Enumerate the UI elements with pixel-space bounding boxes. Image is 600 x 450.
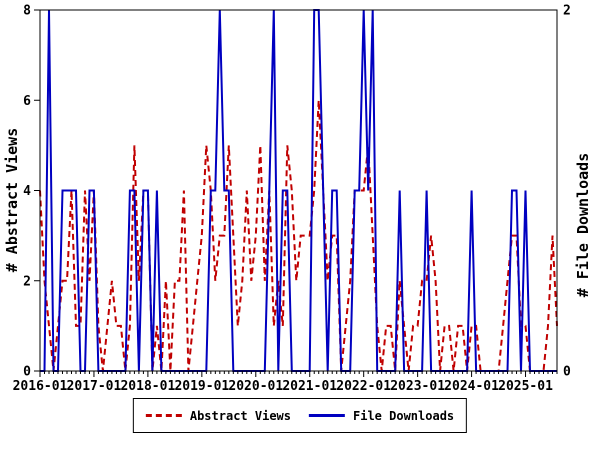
x-axis-tick-label: 2022-01 [336,379,391,394]
right-axis-tick-label: 2 [563,4,571,19]
series-line-abstract-views [39,100,558,372]
left-axis-tick-label: 6 [23,94,31,109]
x-axis-tick-label: 2023-01 [390,379,445,394]
left-axis-tick-label: 0 [23,365,31,380]
x-axis-tick-label: 2021-01 [282,379,337,394]
series-line-file-downloads [40,9,557,372]
left-axis-tick-label: 8 [23,4,31,19]
x-axis-tick-label: 2025-01 [498,379,553,394]
file-downloads-line-sample [309,414,345,417]
abstract-views-line-sample [145,414,182,417]
left-axis-tick-label: 4 [23,184,31,199]
legend: Abstract Views File Downloads [132,398,468,433]
legend-label-file-downloads: File Downloads [353,408,455,423]
right-axis-tick-label: 0 [563,365,571,380]
x-axis-tick-label: 2019-01 [174,379,229,394]
x-axis-tick-label: 2016-01 [13,379,68,394]
x-axis-tick-label: 2020-01 [228,379,283,394]
series-lines [39,9,558,372]
x-axis-tick-label: 2018-01 [120,379,175,394]
left-axis-tick-label: 2 [23,274,31,289]
plot-frame [39,9,558,372]
x-axis-tick-label: 2024-01 [444,379,499,394]
right-axis-title: # File Downloads [574,153,592,298]
legend-label-abstract-views: Abstract Views [189,408,291,423]
left-axis-title: # Abstract Views [3,128,21,273]
axes: 0 2 4 6 8 0 2 2016-01 2017-01 2018-01 2019-01 2020-… [13,4,571,395]
x-axis-tick-label: 2017-01 [67,379,122,394]
